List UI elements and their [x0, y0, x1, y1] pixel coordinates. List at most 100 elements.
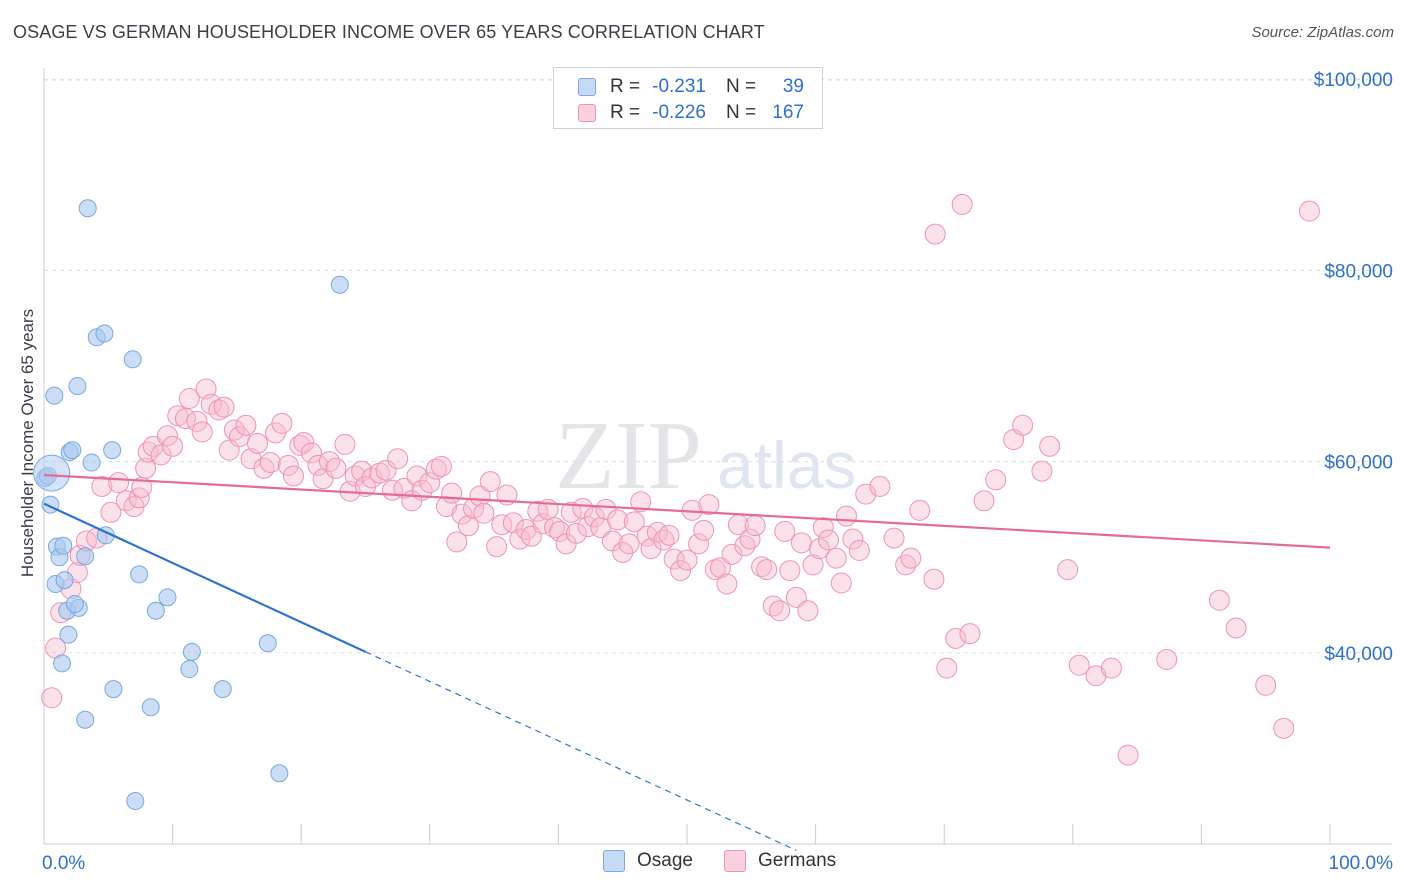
osage-point — [76, 547, 95, 566]
germans-point — [658, 524, 680, 546]
germans-point — [300, 442, 322, 464]
germans-point — [1085, 665, 1107, 687]
germans-point — [318, 451, 340, 473]
germans-point — [246, 432, 268, 454]
germans-point — [457, 515, 479, 537]
source-credit: Source: ZipAtlas.com — [1251, 24, 1394, 41]
osage-point — [270, 764, 289, 783]
osage-point — [33, 454, 71, 492]
germans-point — [259, 452, 281, 474]
osage-point — [126, 791, 145, 810]
germans-point — [1039, 435, 1061, 457]
legend-item-germans[interactable]: Germans — [724, 850, 836, 872]
r-label: R = — [610, 102, 641, 123]
germans-point — [1273, 717, 1295, 739]
germans-point — [1298, 200, 1320, 222]
osage-point — [63, 441, 82, 460]
osage-point — [141, 698, 160, 717]
osage-point — [158, 588, 177, 607]
germans-point — [307, 454, 329, 476]
germans-point — [282, 465, 304, 487]
osage-point — [258, 634, 277, 653]
germans-point — [812, 517, 834, 539]
legend-item-osage[interactable]: Osage — [603, 850, 693, 872]
chart-title: OSAGE VS GERMAN HOUSEHOLDER INCOME OVER … — [13, 22, 765, 42]
germans-point — [486, 536, 508, 558]
germans-point — [108, 472, 130, 494]
germans-point — [436, 496, 458, 518]
germans-point — [293, 431, 315, 453]
osage-point — [55, 571, 74, 590]
germans-point — [607, 509, 629, 531]
n-value-germans: 167 — [772, 102, 804, 123]
germans-point — [156, 425, 178, 447]
germans-point — [213, 396, 235, 418]
osage-point — [54, 536, 73, 555]
series-legend: Osage Germans — [0, 850, 1406, 878]
germans-point — [334, 433, 356, 455]
germans-legend-swatch — [724, 850, 746, 872]
germans-point — [393, 477, 415, 499]
germans-point — [721, 543, 743, 565]
germans-point — [640, 538, 662, 560]
germans-point — [1156, 648, 1178, 670]
germans-point — [479, 471, 501, 493]
osage-point — [123, 350, 142, 369]
germans-point — [135, 457, 157, 479]
osage-point — [45, 386, 64, 405]
germans-point — [178, 388, 200, 410]
germans-point — [936, 657, 958, 679]
y-tick-label: $100,000 — [1314, 70, 1393, 91]
germans-point — [985, 469, 1007, 491]
germans-point — [756, 559, 778, 581]
osage-point — [182, 642, 201, 661]
germans-point — [769, 600, 791, 622]
germans-point — [774, 520, 796, 542]
germans-point — [716, 573, 738, 595]
x-tick-label: 0.0% — [42, 853, 85, 874]
germans-point — [973, 490, 995, 512]
germans-point — [830, 572, 852, 594]
germans-point — [451, 503, 473, 525]
germans-point — [1068, 654, 1090, 676]
legend-label-germans: Germans — [758, 850, 837, 871]
germans-point — [744, 515, 766, 537]
r-label: R = — [610, 76, 641, 97]
germans-point — [959, 623, 981, 645]
germans-point — [271, 412, 293, 434]
germans-point — [41, 687, 63, 709]
germans-point — [709, 557, 731, 579]
germans-point — [430, 455, 452, 477]
germans-point — [842, 528, 864, 550]
germans-point — [1100, 657, 1122, 679]
osage-legend-swatch — [603, 850, 625, 872]
germans-point — [630, 491, 652, 513]
osage-trendline — [43, 502, 366, 653]
germans-point — [924, 223, 946, 245]
germans-point — [289, 434, 311, 456]
germans-point — [923, 568, 945, 590]
germans-point — [693, 519, 715, 541]
r-value-germans: -0.226 — [652, 102, 706, 123]
osage-point — [76, 710, 95, 729]
watermark-atlas: atlas — [717, 428, 856, 502]
germans-point — [883, 527, 905, 549]
stats-row-osage: R = -0.231 N = 39 — [578, 74, 804, 100]
osage-point — [95, 324, 114, 343]
germans-point — [869, 475, 891, 497]
germans-point — [1031, 460, 1053, 482]
germans-point — [186, 410, 208, 432]
germans-point — [473, 502, 495, 524]
osage-point — [82, 453, 101, 472]
osage-point — [180, 660, 199, 679]
r-value-osage: -0.231 — [652, 76, 706, 97]
osage-point — [103, 441, 122, 460]
germans-point — [785, 586, 807, 608]
germans-point — [253, 457, 275, 479]
germans-point — [797, 600, 819, 622]
germans-point — [909, 499, 931, 521]
germans-trendline — [43, 473, 1331, 549]
germans-point — [1225, 617, 1247, 639]
germans-point — [698, 494, 720, 516]
osage-swatch — [578, 78, 596, 96]
